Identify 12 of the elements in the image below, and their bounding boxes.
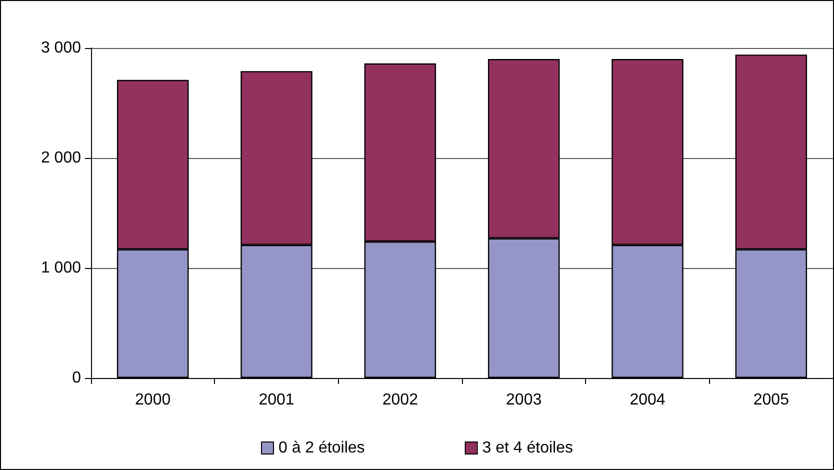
y-tick-label: 2 000 xyxy=(40,150,82,166)
x-tick-label: 2004 xyxy=(630,392,666,408)
y-tick-label: 0 xyxy=(72,370,82,386)
x-tick-label: 2005 xyxy=(753,392,790,408)
x-tick-label: 2003 xyxy=(506,392,542,408)
x-tick-label: 2001 xyxy=(258,392,294,408)
x-tick-label: 2000 xyxy=(135,392,171,408)
x-tick-label: 2002 xyxy=(382,392,418,408)
y-tick-label: 1 000 xyxy=(40,260,82,276)
legend-label: 0 à 2 étoiles xyxy=(278,440,365,456)
legend-label: 3 et 4 étoiles xyxy=(482,440,574,456)
y-tick-label: 3 000 xyxy=(40,40,82,56)
